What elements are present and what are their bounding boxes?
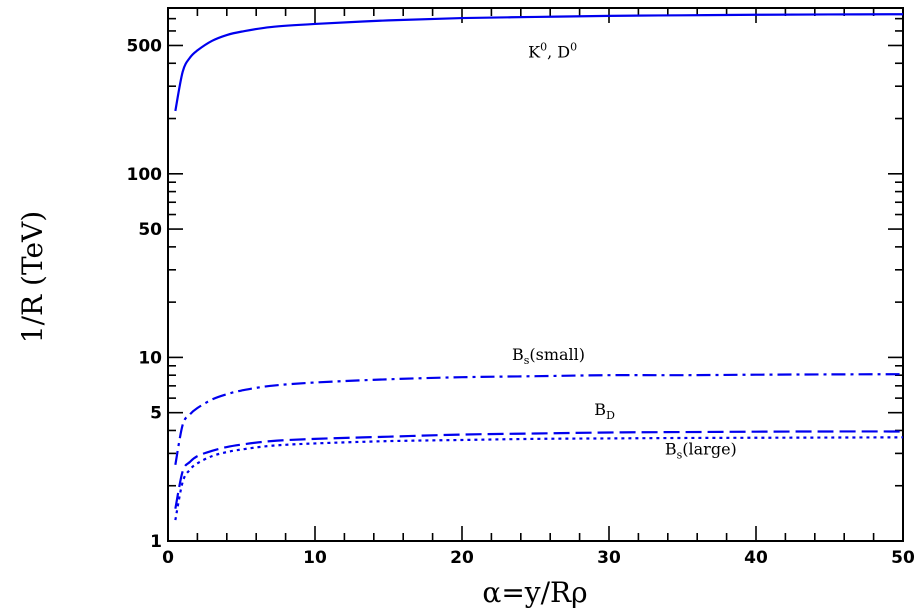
series-line-dashed (174, 430, 904, 509)
y-tick-label: 50 (138, 220, 162, 240)
x-tick-label: 10 (303, 548, 327, 568)
y-tick-label: 10 (138, 348, 162, 368)
y-tick-label: 100 (127, 165, 163, 185)
curve-label: BD (594, 400, 615, 422)
y-tick-label: 1 (150, 532, 162, 552)
annotation-layer: K0, D0 Bs(small) BD Bs(large) (512, 41, 737, 462)
x-tick-label: 0 (162, 548, 174, 568)
x-tick-label: 20 (450, 548, 474, 568)
y-tick-label: 5 (150, 404, 162, 424)
series-line-dash-dot (174, 373, 904, 466)
series-layer (174, 13, 904, 521)
series-line-dotted (174, 436, 904, 521)
x-tick-label: 40 (744, 548, 768, 568)
x-tick-label: 50 (891, 548, 915, 568)
curve-label: Bs(small) (512, 345, 585, 367)
plot-border (167, 7, 904, 542)
plot-frame (167, 7, 904, 542)
y-axis-title: 1/R (TeV) (16, 211, 49, 343)
curve-label: Bs(large) (665, 440, 737, 462)
series-line-solid (174, 13, 904, 112)
curve-label: K0, D0 (528, 41, 577, 62)
axis-ticks (167, 7, 904, 542)
x-axis-title: α=y/Rρ (482, 576, 587, 609)
y-tick-label: 500 (127, 36, 163, 56)
tick-labels: 0 10 20 30 40 50 1 5 10 50 100 500 (127, 36, 915, 568)
x-tick-label: 30 (597, 548, 621, 568)
